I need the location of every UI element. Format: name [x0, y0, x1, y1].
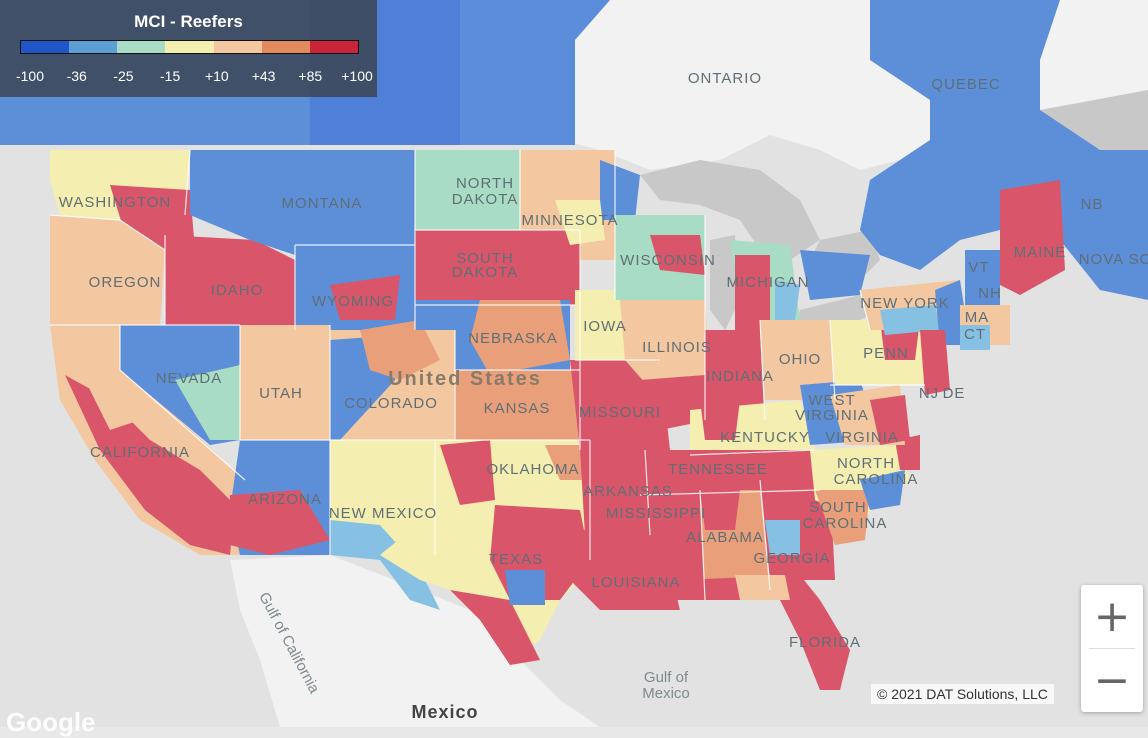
- legend-color-swatch: [117, 41, 166, 53]
- label-quebec: QUEBEC: [931, 76, 1000, 93]
- zoom-controls: + −: [1081, 585, 1143, 712]
- label-utah: UTAH: [259, 385, 303, 402]
- label-tennessee: TENNESSEE: [668, 461, 768, 478]
- label-alabama: ALABAMA: [686, 529, 764, 546]
- label-north-dakota-line1: NORTH: [456, 175, 514, 192]
- legend-color-swatch: [69, 41, 118, 53]
- google-logo[interactable]: Google: [6, 707, 96, 737]
- legend-tick-label: +43: [251, 68, 276, 84]
- label-washington: WASHINGTON: [59, 194, 172, 211]
- label-oregon: OREGON: [89, 274, 162, 291]
- label-mississippi: MISSISSIPPI: [606, 505, 706, 522]
- label-virginia: VIRGINIA: [825, 429, 899, 446]
- legend-color-scale: [20, 40, 359, 54]
- label-texas: TEXAS: [489, 551, 543, 568]
- label-colorado: COLORADO: [344, 395, 438, 412]
- label-kansas: KANSAS: [484, 400, 551, 417]
- label-north-carolina-line1: NORTH: [837, 455, 895, 472]
- label-nevada: NEVADA: [156, 370, 223, 387]
- label-indiana: INDIANA: [706, 368, 774, 385]
- label-nebraska: NEBRASKA: [468, 330, 558, 347]
- label-mexico: Mexico: [411, 702, 478, 722]
- label-ohio: OHIO: [779, 351, 821, 368]
- label-minnesota: MINNESOTA: [521, 212, 618, 229]
- label-de: DE: [943, 385, 966, 402]
- legend-tick-label: +100: [341, 68, 373, 84]
- legend-color-swatch: [21, 41, 70, 53]
- label-nj: NJ: [919, 385, 939, 402]
- legend-tick-label: +85: [298, 68, 323, 84]
- label-nova-scotia: NOVA SC: [1079, 251, 1148, 268]
- label-wyoming: WYOMING: [312, 293, 394, 310]
- label-north-carolina-line2: CAROLINA: [834, 471, 919, 488]
- label-michigan: MICHIGAN: [727, 274, 810, 291]
- label-wisconsin: WISCONSIN: [620, 252, 716, 269]
- label-louisiana: LOUISIANA: [591, 574, 680, 591]
- label-california: CALIFORNIA: [90, 444, 190, 461]
- legend-color-swatch: [213, 41, 262, 53]
- label-gulf-of-mexico-line1: Gulf of: [644, 669, 689, 686]
- zoom-out-button[interactable]: −: [1093, 654, 1131, 706]
- legend-tick-label: -100: [15, 68, 45, 84]
- label-nh: NH: [978, 285, 1002, 302]
- label-idaho: IDAHO: [211, 282, 264, 299]
- label-united-states: United States: [388, 368, 542, 390]
- label-penn: PENN: [863, 345, 909, 362]
- label-illinois: ILLINOIS: [642, 339, 712, 356]
- label-south-dakota-line1: SOUTH: [456, 250, 514, 267]
- label-georgia: GEORGIA: [753, 550, 830, 567]
- legend-title: MCI - Reefers: [134, 12, 243, 31]
- legend-tick-label: +10: [204, 68, 229, 84]
- label-ma: MA: [965, 309, 990, 326]
- legend-tick-label: -25: [113, 68, 134, 84]
- label-gulf-of-mexico-line2: Mexico: [642, 685, 690, 702]
- zoom-divider: [1089, 648, 1135, 649]
- legend-tick-label: -36: [66, 68, 87, 84]
- map-legend: MCI - Reefers -100 -36 -25 -15 +10 +43 +85 +100: [0, 0, 377, 97]
- zoom-in-button[interactable]: +: [1093, 590, 1131, 642]
- label-nb: NB: [1081, 196, 1104, 213]
- label-vt: VT: [968, 259, 989, 276]
- label-new-mexico: NEW MEXICO: [329, 505, 437, 522]
- label-south-carolina-line1: SOUTH: [809, 499, 867, 516]
- label-montana: MONTANA: [282, 195, 363, 212]
- legend-color-swatch: [165, 41, 214, 53]
- label-maine: MAINE: [1014, 244, 1067, 261]
- copyright-notice: © 2021 DAT Solutions, LLC: [871, 684, 1054, 704]
- label-west-virginia-line1: WEST: [808, 392, 855, 409]
- legend-color-swatch: [309, 41, 358, 53]
- label-oklahoma: OKLAHOMA: [486, 461, 579, 478]
- label-arkansas: ARKANSAS: [583, 483, 673, 500]
- label-arizona: ARIZONA: [248, 491, 322, 508]
- label-florida: FLORIDA: [789, 634, 861, 651]
- label-south-dakota-line2: DAKOTA: [452, 264, 519, 281]
- label-west-virginia-line2: VIRGINIA: [795, 407, 869, 424]
- label-iowa: IOWA: [583, 318, 626, 335]
- label-new-york: NEW YORK: [860, 295, 949, 312]
- label-missouri: MISSOURI: [579, 404, 661, 421]
- label-kentucky: KENTUCKY: [720, 429, 810, 446]
- legend-color-swatch: [261, 41, 310, 53]
- label-north-dakota-line2: DAKOTA: [452, 191, 519, 208]
- legend-tick-label: -15: [160, 68, 181, 84]
- label-south-carolina-line2: CAROLINA: [803, 515, 888, 532]
- label-ontario: ONTARIO: [688, 70, 762, 87]
- label-ct: CT: [964, 326, 986, 343]
